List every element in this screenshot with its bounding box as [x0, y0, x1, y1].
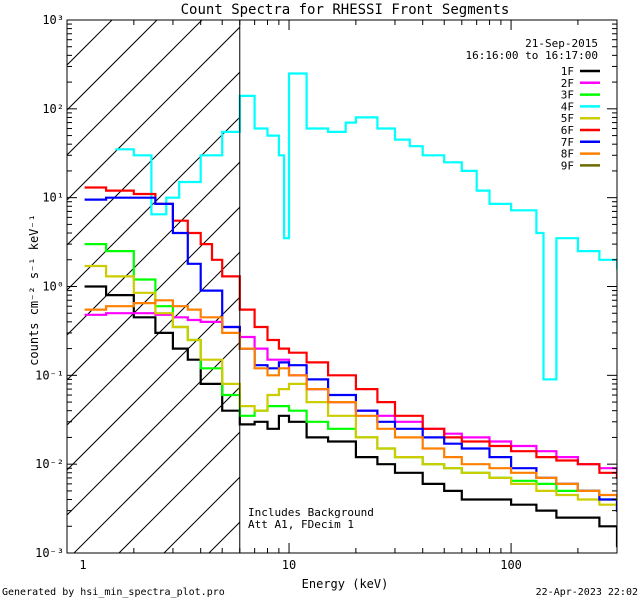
x-axis-label: Energy (keV) [302, 577, 389, 591]
footer-generated-by: Generated by hsi_min_spectra_plot.pro [2, 587, 225, 598]
hatch-line [67, 206, 240, 381]
legend-label-7F: 7F [561, 136, 574, 149]
series-line-3F [84, 243, 617, 512]
legend-label-1F: 1F [561, 65, 574, 78]
axes-layer: 10 100 1 10⁻³ 10⁻² 10⁻¹ 10⁰ 10¹ 10² 10³ [35, 13, 617, 572]
y-tick-label: 10³ [42, 13, 64, 27]
time-range-label: 16:16:00 to 16:17:00 [466, 49, 598, 62]
series-line-4F [115, 72, 617, 381]
series-line-7F [84, 196, 617, 512]
x-tick-label: 1 [79, 558, 86, 572]
hatched-region [67, 20, 240, 553]
y-axis-label: counts cm⁻² s⁻¹ keV⁻¹ [27, 214, 41, 366]
hatch-line [208, 521, 240, 553]
legend-label-9F: 9F [561, 159, 574, 172]
hatch-line [67, 71, 240, 246]
y-tick-label: 10⁻¹ [35, 368, 64, 382]
series-line-5F [84, 264, 617, 512]
hatch-line [67, 20, 203, 156]
legend-label-8F: 8F [561, 148, 574, 161]
date-label: 21-Sep-2015 [525, 37, 598, 50]
y-tick-label: 10² [42, 102, 64, 116]
series-line-1F [84, 285, 617, 548]
legend-label-5F: 5F [561, 112, 574, 125]
series-line-8F [84, 299, 617, 501]
hatch-line [118, 431, 240, 553]
footer-timestamp: 22-Apr-2023 22:02 [536, 587, 638, 598]
legend-label-6F: 6F [561, 124, 574, 137]
hatch-line [73, 386, 240, 553]
series-layer [84, 72, 617, 548]
legend-label-4F: 4F [561, 100, 574, 113]
annotation-background: Includes Background [248, 506, 374, 519]
hatch-line [67, 341, 240, 516]
y-tick-label: 10¹ [42, 191, 64, 205]
legend-label-3F: 3F [561, 89, 574, 102]
annotation-attenuator: Att A1, FDecim 1 [248, 518, 354, 531]
legend-label-2F: 2F [561, 77, 574, 90]
x-tick-label: 10 [282, 558, 296, 572]
hatch-line [67, 251, 240, 426]
hatch-line [67, 26, 240, 201]
y-tick-label: 10⁰ [42, 280, 64, 294]
hatch-line [67, 161, 240, 336]
y-tick-label: 10⁻³ [35, 546, 64, 560]
chart-title: Count Spectra for RHESSI Front Segments [181, 2, 510, 18]
y-tick-label: 10⁻² [35, 457, 64, 471]
series-line-6F [84, 186, 617, 479]
x-tick-label: 100 [500, 558, 522, 572]
